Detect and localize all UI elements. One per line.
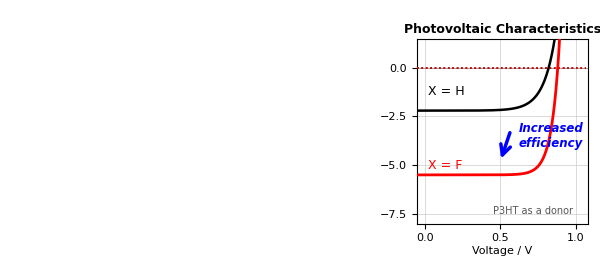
Title: Photovoltaic Characteristics: Photovoltaic Characteristics bbox=[404, 23, 600, 36]
Text: X = H: X = H bbox=[428, 85, 464, 98]
Text: P3HT as a donor: P3HT as a donor bbox=[493, 206, 573, 216]
Y-axis label: Current density / mA cm⁻²: Current density / mA cm⁻² bbox=[366, 62, 376, 200]
Text: Increased
efficiency: Increased efficiency bbox=[518, 122, 583, 150]
X-axis label: Voltage / V: Voltage / V bbox=[472, 246, 533, 256]
Text: X = F: X = F bbox=[428, 159, 462, 172]
